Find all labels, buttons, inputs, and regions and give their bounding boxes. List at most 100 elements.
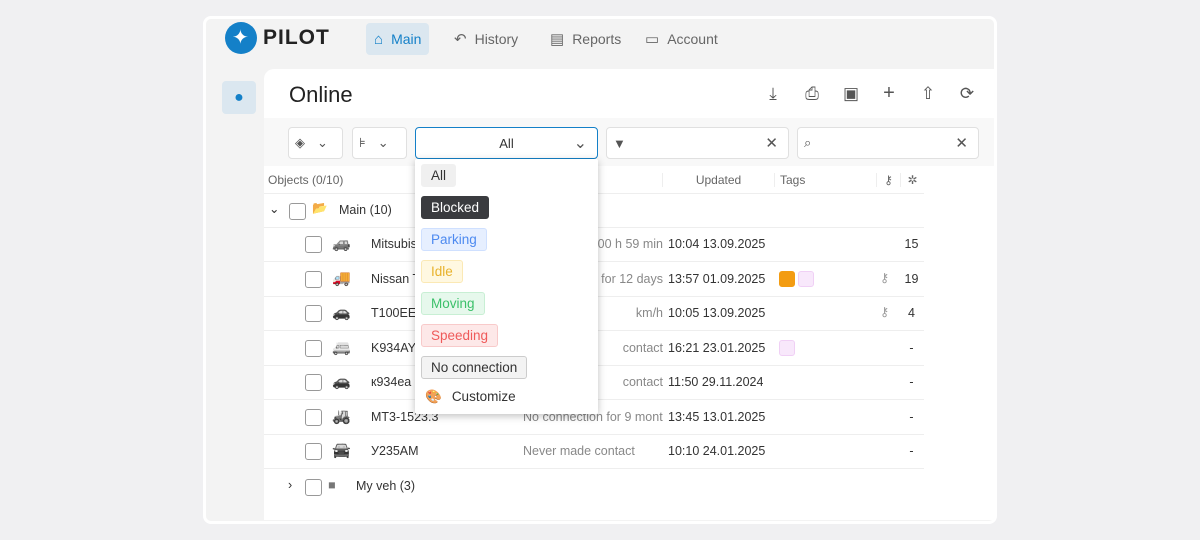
satellite-count: 4 — [908, 306, 915, 320]
object-status: 00 h 59 min — [597, 237, 663, 251]
status-option-parking[interactable]: Parking — [421, 228, 487, 251]
satellite-icon[interactable]: ✲ — [900, 172, 924, 187]
tag-badge[interactable] — [779, 339, 795, 356]
row-checkbox[interactable] — [305, 236, 322, 253]
status-option-no-connection[interactable]: No connection — [421, 356, 528, 379]
car-icon: 🚗 — [332, 304, 351, 321]
tractor-icon: 🚜 — [332, 407, 351, 425]
satellite-count: 15 — [904, 237, 919, 251]
updated-time: 11:50 29.11.2024 — [668, 375, 764, 389]
group-checkbox[interactable] — [289, 203, 306, 220]
print-icon[interactable]: ⎙ — [805, 84, 819, 103]
grouping-dropdown[interactable]: ⊧ ⌄ — [352, 127, 407, 159]
truck-icon: 🚚 — [332, 269, 351, 287]
chevron-right-icon[interactable]: › — [288, 478, 293, 492]
row-checkbox[interactable] — [305, 374, 322, 391]
customize-option[interactable]: 🎨 Customize — [425, 389, 516, 404]
chevron-down-icon: ⌄ — [573, 135, 587, 152]
history-icon: ↶ — [454, 31, 467, 48]
satellite-count: - — [909, 375, 914, 389]
objects-header[interactable]: Objects (0/10) — [268, 172, 344, 187]
object-name[interactable]: K934AY — [371, 340, 416, 355]
updated-time: 16:21 23.01.2025 — [668, 340, 766, 355]
row-checkbox[interactable] — [305, 443, 322, 460]
tree-icon: ⊧ — [359, 135, 366, 150]
updated-header[interactable]: Updated — [662, 172, 774, 187]
page-title: Online — [289, 82, 353, 107]
row-checkbox[interactable] — [305, 270, 322, 288]
status-option-blocked[interactable]: Blocked — [421, 196, 490, 219]
key-icon[interactable]: ⚷ — [876, 172, 900, 187]
object-name[interactable]: Mitsubishi — [371, 237, 427, 251]
file-icon: ▤ — [550, 31, 565, 48]
tag-badge[interactable] — [779, 270, 795, 287]
search-input[interactable]: ⌕ ✕ — [797, 127, 979, 159]
clear-icon[interactable]: ✕ — [955, 135, 968, 152]
object-name[interactable]: У235AM — [371, 444, 419, 458]
folder-plus-icon[interactable]: ▣ — [842, 84, 860, 103]
satellite-count: 19 — [904, 271, 919, 286]
group-checkbox[interactable] — [305, 479, 322, 496]
pilot-logo-icon — [225, 22, 257, 54]
updated-time: 10:04 13.09.2025 — [668, 237, 766, 251]
palette-icon: 🎨 — [425, 389, 442, 404]
logo[interactable]: PILOT — [225, 22, 330, 54]
status-option-moving[interactable]: Moving — [421, 292, 485, 315]
key-icon: ⚷ — [880, 305, 890, 319]
car-icon: 🚗 — [332, 373, 351, 390]
nav-main[interactable]: ⌂ Main — [366, 23, 430, 55]
tags-header[interactable]: Tags — [774, 172, 876, 187]
chevron-down-icon[interactable]: ⌄ — [269, 202, 280, 216]
paint-bucket-icon: ◈ — [295, 135, 305, 150]
filter-input[interactable]: ▼ ✕ — [606, 127, 789, 159]
refresh-icon[interactable]: ⟳ — [959, 84, 975, 103]
folder-open-icon: 📂 — [312, 201, 328, 215]
filter-icon: ▼ — [613, 135, 626, 151]
chevron-down-icon: ⌄ — [377, 135, 389, 150]
status-option-speeding[interactable]: Speeding — [421, 324, 499, 347]
updated-time: 10:05 13.09.2025 — [668, 306, 766, 320]
nav-reports[interactable]: ▤ Reports — [550, 31, 622, 48]
satellite-count: - — [909, 340, 914, 355]
status-select[interactable]: All ⌄ — [415, 127, 598, 159]
table-row[interactable]: 🚘 У235AM Never made contact 10:10 24.01.… — [264, 435, 924, 469]
nav-history[interactable]: ↶ History — [454, 31, 519, 48]
object-name[interactable]: Nissan T — [371, 271, 421, 286]
download-icon[interactable]: ⤓ — [769, 84, 777, 103]
updated-time: 13:45 13.01.2025 — [668, 409, 766, 424]
clear-icon[interactable]: ✕ — [765, 135, 778, 152]
folder-icon: ■ — [328, 478, 336, 492]
updated-time: 13:57 01.09.2025 — [668, 271, 766, 286]
row-checkbox[interactable] — [305, 408, 322, 426]
object-name[interactable]: к934еа — [371, 375, 412, 389]
map-pin-icon: ● — [234, 89, 244, 106]
object-status: contact — [622, 375, 663, 389]
object-status: Never made contact — [523, 444, 635, 458]
satellite-count: - — [909, 409, 914, 424]
nav-account[interactable]: ▭ Account — [645, 31, 718, 48]
updated-time: 10:10 24.01.2025 — [668, 444, 766, 458]
row-checkbox[interactable] — [305, 339, 322, 357]
status-option-all[interactable]: All — [421, 164, 457, 187]
object-status: n for 12 days — [590, 271, 663, 286]
color-fill-dropdown[interactable]: ◈ ⌄ — [288, 127, 343, 159]
object-name[interactable]: T100EE — [371, 306, 417, 320]
wallet-icon: ▭ — [645, 31, 660, 48]
object-status: contact — [622, 340, 663, 355]
chevron-down-icon: ⌄ — [317, 135, 328, 150]
search-icon: ⌕ — [804, 135, 812, 150]
sedan-icon: 🚘 — [332, 442, 351, 459]
object-status: km/h — [635, 306, 663, 320]
home-icon: ⌂ — [374, 30, 384, 48]
van-icon: 🚐 — [332, 338, 351, 356]
key-icon: ⚷ — [880, 270, 890, 285]
file-upload-icon[interactable]: ⇧ — [920, 84, 936, 103]
suv-icon: 🚙 — [332, 235, 351, 252]
tag-badge[interactable] — [798, 270, 814, 287]
plus-icon[interactable]: + — [883, 82, 895, 104]
status-option-idle[interactable]: Idle — [421, 260, 463, 283]
map-pin-button[interactable]: ● — [222, 81, 256, 114]
group-row-my-veh[interactable]: › ■ My veh (3) — [264, 470, 924, 504]
status-dropdown-menu: All Blocked Parking Idle Moving Speeding No co… — [415, 159, 598, 414]
row-checkbox[interactable] — [305, 305, 322, 322]
